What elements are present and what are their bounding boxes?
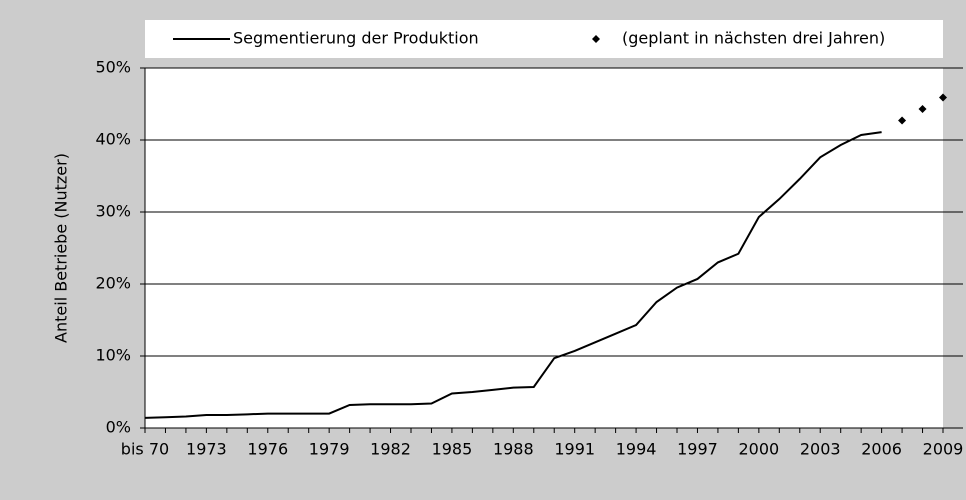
x-tick-label: bis 70 — [121, 440, 169, 459]
y-tick-label: 40% — [95, 130, 131, 149]
y-tick-label: 10% — [95, 346, 131, 365]
x-tick-label: 1982 — [370, 440, 411, 459]
x-tick-label: 2000 — [738, 440, 779, 459]
x-tick-label: 1994 — [616, 440, 657, 459]
legend-label: (geplant in nächsten drei Jahren) — [622, 29, 885, 48]
x-tick-label: 1997 — [677, 440, 718, 459]
y-axis-label: Anteil Betriebe (Nutzer) — [52, 153, 71, 343]
plot-area — [145, 68, 943, 428]
legend-swatch — [592, 35, 600, 43]
series-line — [144, 131, 882, 419]
y-tick-label: 50% — [95, 58, 131, 77]
series-marker — [918, 105, 927, 114]
x-tick-label: 1979 — [309, 440, 350, 459]
x-tick-label: 1985 — [432, 440, 473, 459]
x-tick-label: 2006 — [861, 440, 902, 459]
x-tick-label: 1973 — [186, 440, 227, 459]
y-tick-label: 30% — [95, 202, 131, 221]
series-marker — [939, 93, 947, 102]
x-tick-label: 1976 — [247, 440, 288, 459]
y-tick-label: 20% — [95, 274, 131, 293]
x-tick-label: 1991 — [554, 440, 595, 459]
legend-box — [145, 20, 943, 58]
legend-label: Segmentierung der Produktion — [233, 29, 479, 48]
x-tick-label: 1988 — [493, 440, 534, 459]
x-tick-label: 2003 — [800, 440, 841, 459]
y-tick-label: 0% — [106, 418, 131, 437]
series-marker — [898, 116, 907, 125]
x-tick-label: 2009 — [923, 440, 964, 459]
